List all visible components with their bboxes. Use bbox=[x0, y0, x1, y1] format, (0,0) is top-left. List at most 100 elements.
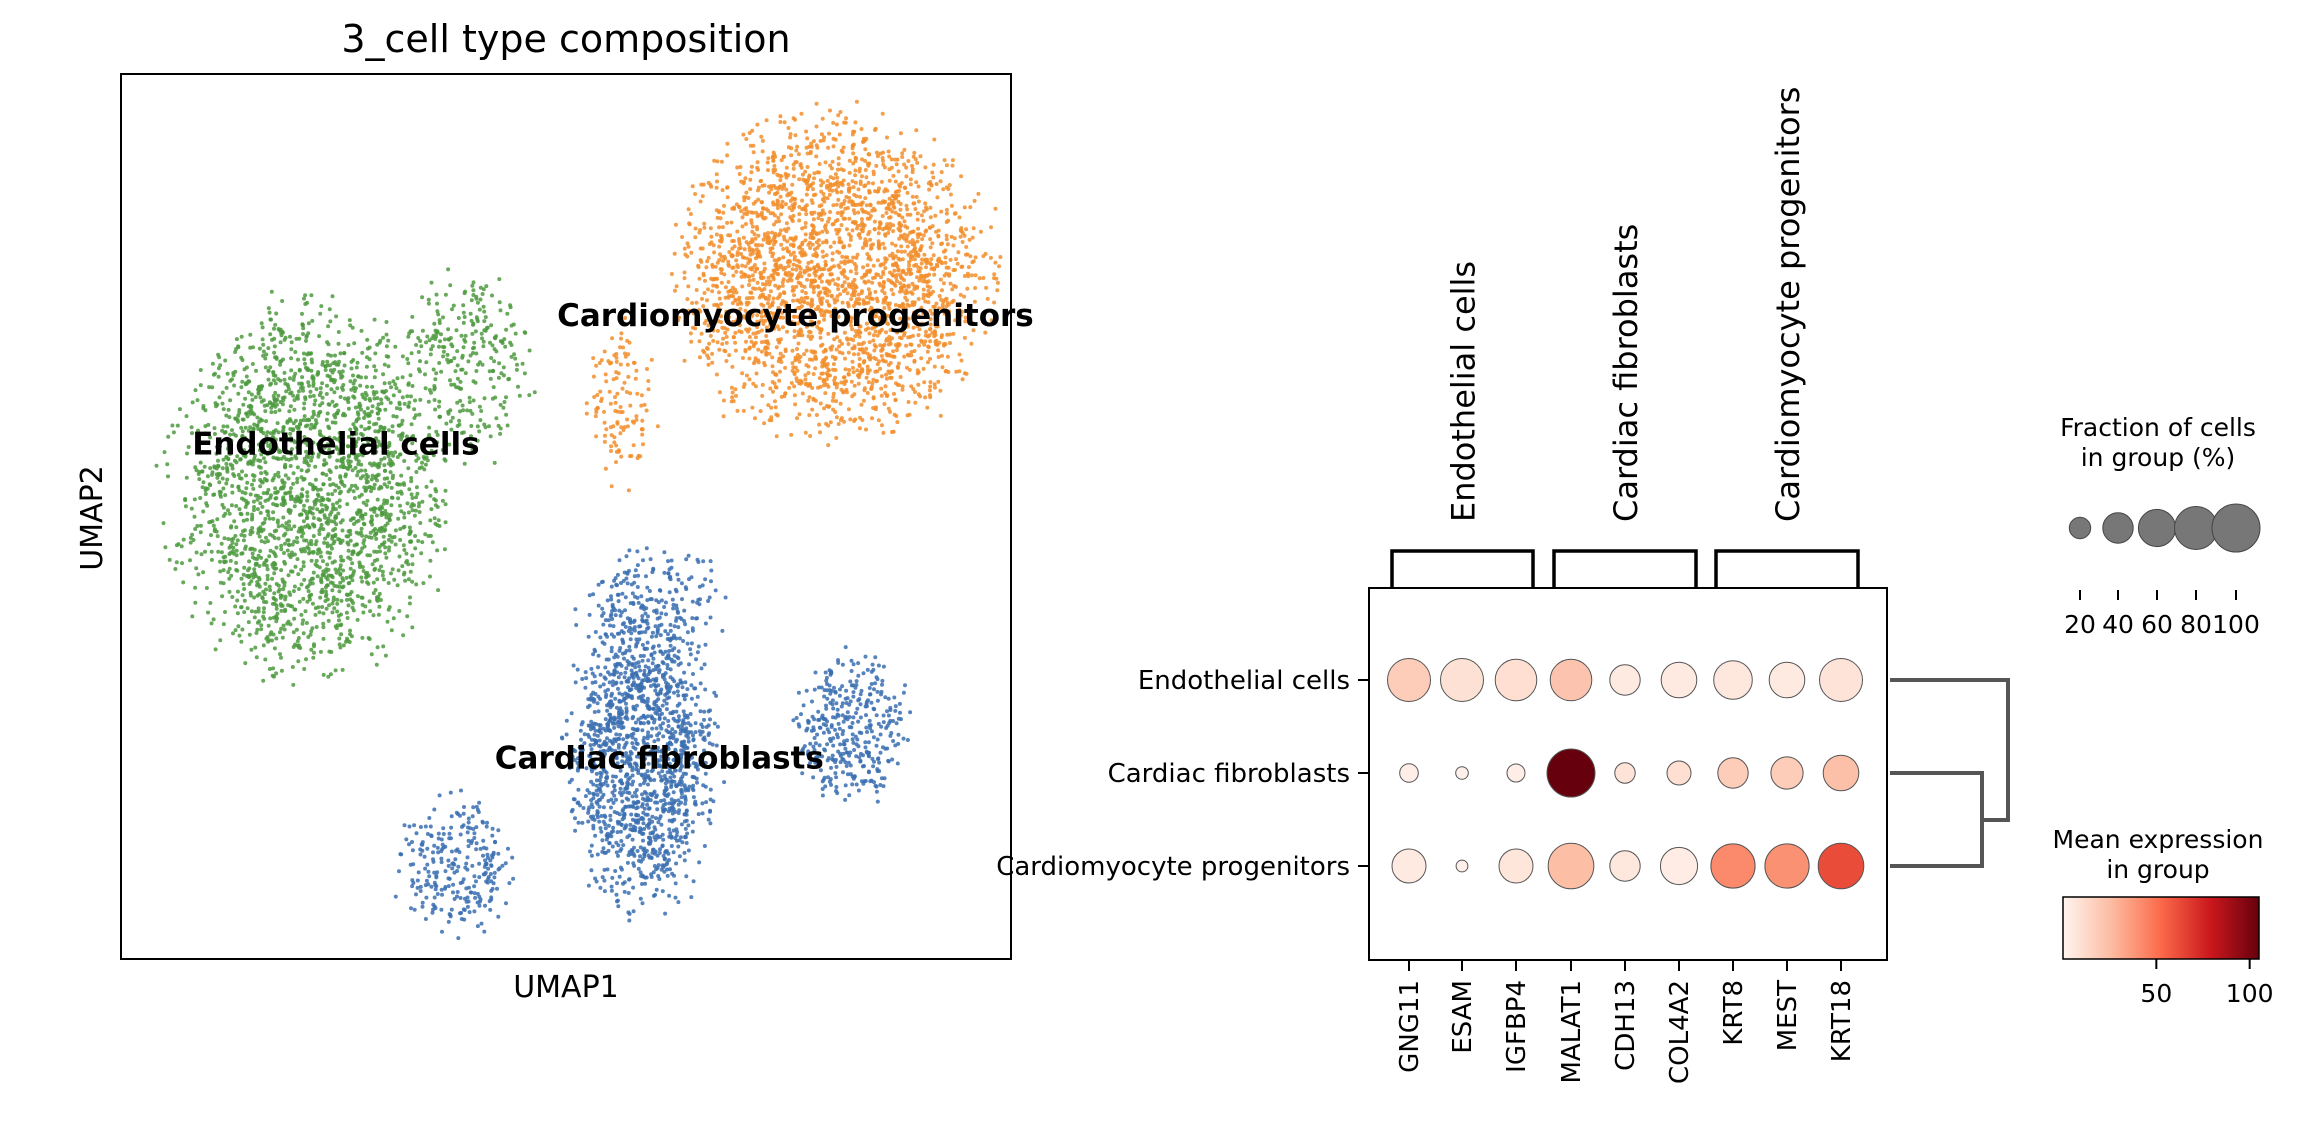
umap-point bbox=[389, 503, 394, 508]
umap-point bbox=[321, 471, 325, 476]
umap-point bbox=[346, 406, 351, 411]
umap-point bbox=[266, 306, 271, 311]
umap-point bbox=[885, 393, 890, 398]
umap-point bbox=[924, 265, 928, 270]
umap-point bbox=[973, 273, 978, 278]
umap-point bbox=[747, 245, 752, 250]
umap-point bbox=[773, 385, 778, 390]
umap-point bbox=[466, 359, 471, 364]
umap-point bbox=[955, 261, 960, 266]
umap-point bbox=[717, 290, 721, 295]
umap-point bbox=[473, 329, 478, 334]
umap-point bbox=[193, 388, 198, 393]
umap-point bbox=[921, 366, 926, 371]
umap-point bbox=[721, 398, 726, 403]
umap-point bbox=[296, 389, 301, 394]
umap-point bbox=[846, 350, 851, 355]
umap-point bbox=[257, 564, 262, 568]
umap-point bbox=[847, 158, 852, 163]
umap-point bbox=[357, 401, 362, 406]
umap-point bbox=[265, 403, 270, 408]
umap-point bbox=[365, 580, 369, 585]
umap-point bbox=[454, 328, 459, 333]
umap-point bbox=[789, 153, 794, 158]
umap-point bbox=[369, 535, 374, 540]
umap-point bbox=[852, 383, 857, 388]
umap-point bbox=[174, 543, 179, 548]
umap-point bbox=[275, 421, 280, 426]
umap-point bbox=[823, 259, 828, 264]
umap-point bbox=[435, 301, 439, 306]
umap-point bbox=[782, 394, 787, 399]
umap-point bbox=[867, 229, 872, 234]
umap-point bbox=[742, 211, 747, 216]
umap-point bbox=[252, 615, 257, 620]
umap-point bbox=[482, 396, 487, 401]
umap-point bbox=[285, 382, 290, 387]
umap-point bbox=[267, 310, 272, 315]
umap-point bbox=[997, 264, 1001, 269]
umap-point bbox=[946, 370, 951, 374]
umap-point bbox=[250, 572, 255, 577]
umap-point bbox=[445, 352, 450, 357]
umap-point bbox=[315, 507, 320, 512]
umap-point bbox=[741, 132, 746, 137]
umap-point bbox=[341, 465, 346, 470]
umap-point bbox=[461, 430, 466, 435]
umap-point bbox=[759, 349, 764, 354]
umap-point bbox=[915, 217, 920, 222]
umap-point bbox=[747, 283, 751, 287]
umap-point bbox=[433, 521, 438, 526]
umap-point bbox=[925, 405, 930, 410]
umap-point bbox=[834, 399, 839, 404]
umap-point bbox=[863, 237, 868, 242]
umap-point bbox=[749, 164, 754, 169]
umap-point bbox=[775, 190, 780, 195]
umap-point bbox=[788, 132, 793, 137]
umap-point bbox=[783, 308, 788, 313]
umap-point bbox=[927, 388, 932, 393]
umap-point bbox=[223, 493, 228, 498]
umap-point bbox=[410, 384, 415, 388]
umap-point bbox=[794, 376, 799, 381]
umap-point bbox=[925, 284, 930, 289]
umap-point bbox=[483, 315, 488, 320]
umap-point bbox=[790, 203, 795, 208]
umap-point bbox=[509, 343, 514, 347]
umap-point bbox=[928, 215, 933, 220]
umap-point bbox=[290, 542, 295, 547]
umap-point bbox=[725, 153, 730, 158]
umap-point bbox=[749, 218, 754, 223]
umap-point bbox=[465, 408, 470, 413]
umap-point bbox=[272, 591, 277, 596]
umap-point bbox=[193, 600, 198, 605]
umap-point bbox=[754, 210, 759, 215]
umap-point bbox=[626, 374, 631, 379]
umap-point bbox=[873, 189, 877, 194]
umap-point bbox=[821, 349, 826, 354]
umap-point bbox=[227, 589, 232, 594]
umap-point bbox=[870, 280, 875, 285]
umap-point bbox=[277, 630, 282, 635]
umap-point bbox=[736, 265, 740, 270]
umap-point bbox=[257, 534, 262, 539]
umap-point bbox=[699, 259, 704, 264]
umap-point bbox=[923, 339, 928, 344]
umap-point bbox=[363, 512, 368, 517]
umap-point bbox=[330, 575, 335, 580]
umap-point bbox=[230, 377, 234, 382]
umap-point bbox=[872, 227, 877, 232]
umap-point bbox=[771, 150, 776, 155]
umap-point bbox=[232, 474, 237, 478]
umap-point bbox=[300, 311, 304, 316]
umap-point bbox=[406, 577, 411, 582]
umap-point bbox=[855, 368, 860, 373]
umap-point bbox=[285, 538, 290, 543]
umap-point bbox=[308, 550, 313, 555]
umap-point bbox=[900, 276, 904, 281]
umap-point bbox=[332, 606, 337, 611]
umap-point bbox=[275, 456, 280, 461]
umap-point bbox=[389, 460, 394, 464]
umap-point bbox=[777, 256, 782, 261]
